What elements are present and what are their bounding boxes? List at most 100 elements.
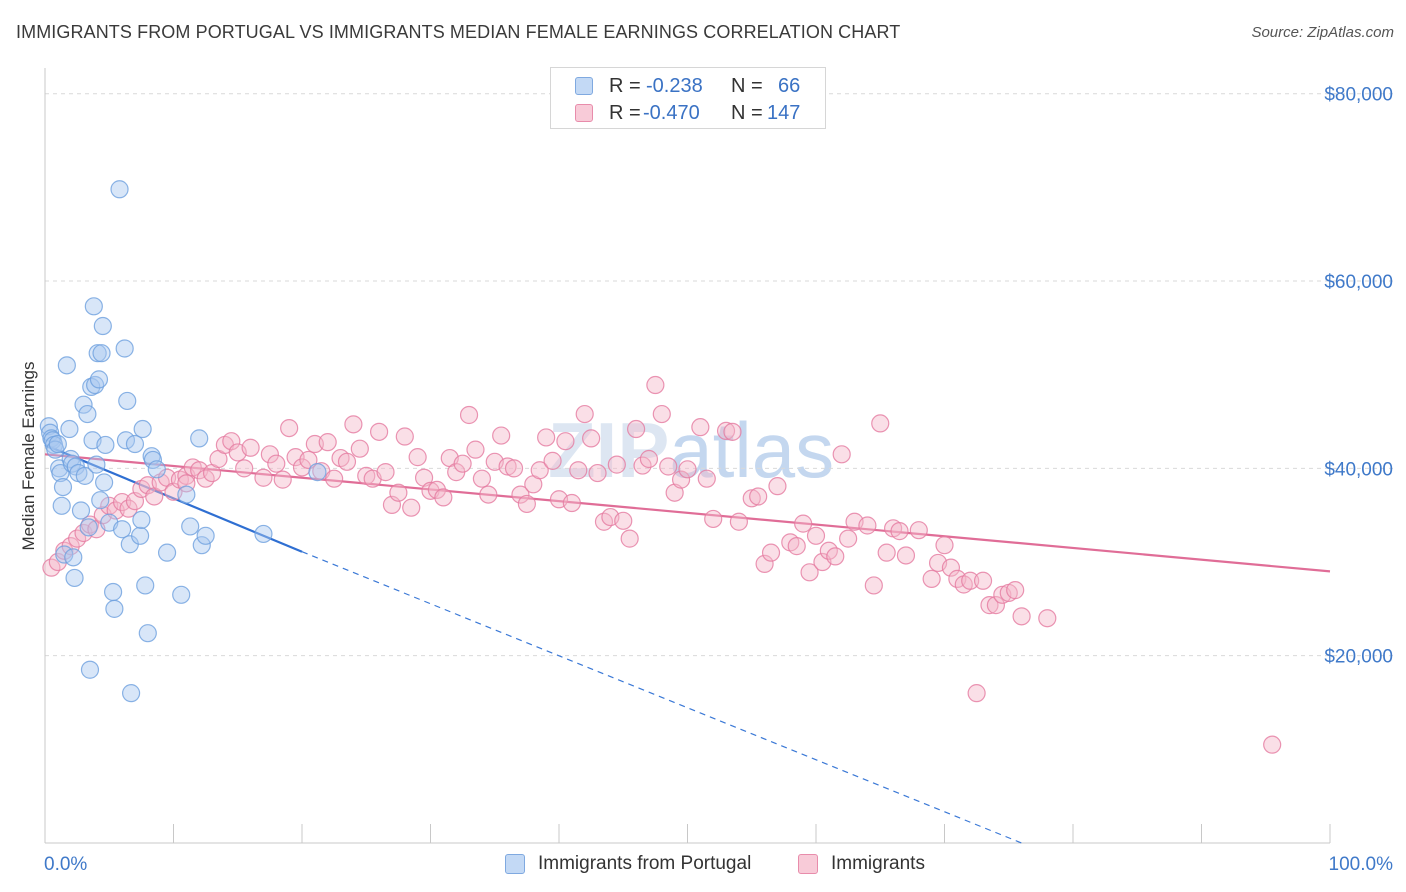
point-immigrants: [267, 454, 286, 473]
point-portugal: [157, 543, 177, 562]
point-immigrants: [716, 421, 736, 441]
trend-immigrants: [44, 453, 1331, 573]
point-immigrants: [119, 499, 138, 518]
point-immigrants: [787, 537, 806, 556]
point-immigrants: [466, 440, 485, 459]
point-immigrants: [646, 375, 665, 395]
point-portugal: [190, 429, 209, 448]
point-portugal: [136, 576, 155, 595]
point-immigrants: [408, 448, 427, 467]
y-tick-label: $40,000: [1324, 459, 1393, 480]
point-immigrants: [896, 546, 916, 565]
point-immigrants: [370, 422, 389, 441]
point-immigrants: [935, 536, 954, 555]
legend-r-value: -0.238: [646, 74, 703, 97]
legend-r-label: R =: [609, 74, 641, 97]
point-immigrants: [389, 483, 408, 502]
point-immigrants: [922, 569, 941, 588]
point-portugal: [91, 491, 110, 510]
point-immigrants: [318, 433, 337, 452]
x-tick-label: 100.0%: [1329, 854, 1394, 875]
point-portugal: [80, 660, 100, 679]
point-immigrants: [864, 576, 883, 595]
point-immigrants: [414, 468, 434, 487]
point-immigrants: [768, 477, 787, 496]
point-portugal: [60, 419, 79, 439]
point-immigrants: [858, 516, 877, 535]
point-immigrants: [222, 432, 241, 451]
point-portugal: [118, 391, 137, 411]
point-portugal: [89, 370, 109, 389]
point-immigrants: [350, 439, 369, 458]
point-portugal: [143, 450, 163, 470]
point-immigrants: [1006, 581, 1025, 600]
point-immigrants: [254, 468, 273, 487]
point-portugal: [181, 517, 200, 536]
correlation-legend: R = -0.238 N = 66 R = -0.470 N = 147: [550, 67, 826, 129]
point-immigrants: [582, 429, 601, 448]
point-immigrants: [402, 498, 421, 517]
point-portugal: [96, 435, 115, 455]
y-axis-title: Median Female Earnings: [19, 362, 38, 551]
point-immigrants: [492, 426, 511, 445]
point-immigrants: [832, 445, 851, 464]
legend-n-value: 147: [767, 101, 801, 124]
point-portugal: [79, 518, 98, 537]
legend-swatch-portugal: [575, 77, 593, 95]
point-immigrants: [434, 488, 453, 507]
point-immigrants: [344, 415, 363, 434]
point-immigrants: [280, 418, 299, 438]
point-immigrants: [1012, 607, 1031, 626]
point-immigrants: [427, 480, 447, 500]
point-immigrants: [459, 405, 479, 425]
point-immigrants: [299, 450, 318, 470]
point-immigrants: [575, 404, 594, 424]
y-tick-label: $20,000: [1324, 647, 1393, 668]
point-portugal: [308, 463, 327, 482]
point-immigrants: [241, 438, 260, 457]
point-immigrants: [569, 461, 588, 480]
legend-r-label: R =: [609, 101, 641, 124]
point-immigrants: [562, 493, 581, 513]
point-portugal: [110, 180, 129, 199]
point-immigrants: [678, 460, 697, 479]
point-immigrants: [967, 684, 986, 703]
point-immigrants: [806, 526, 826, 545]
point-immigrants: [325, 469, 344, 488]
axes: [44, 68, 1331, 844]
point-immigrants: [479, 485, 498, 504]
point-portugal: [104, 582, 123, 602]
y-tick-label: $60,000: [1324, 272, 1393, 293]
point-portugal: [95, 473, 114, 492]
point-portugal: [52, 496, 71, 515]
point-immigrants: [588, 463, 607, 483]
point-immigrants: [395, 427, 414, 446]
legend-swatch-immigrants: [798, 854, 818, 874]
point-immigrants: [273, 470, 292, 489]
point-portugal: [133, 419, 152, 439]
point-portugal: [84, 297, 103, 316]
point-immigrants: [871, 414, 890, 433]
point-portugal: [71, 501, 91, 520]
point-portugal: [78, 404, 97, 424]
point-portugal: [132, 510, 151, 529]
point-portugal: [88, 344, 107, 363]
point-immigrants: [723, 422, 742, 441]
point-portugal: [65, 568, 84, 588]
point-immigrants: [742, 489, 761, 508]
point-immigrants: [973, 571, 993, 590]
point-portugal: [172, 585, 191, 604]
point-immigrants: [543, 451, 562, 470]
point-immigrants: [607, 455, 626, 474]
point-portugal: [254, 524, 273, 544]
point-portugal: [130, 526, 150, 545]
point-immigrants: [376, 463, 395, 482]
chart-title: IMMIGRANTS FROM PORTUGAL VS IMMIGRANTS M…: [16, 22, 901, 42]
point-immigrants: [909, 521, 928, 540]
point-immigrants: [800, 563, 819, 582]
point-immigrants: [504, 459, 524, 478]
point-immigrants: [665, 483, 684, 502]
point-immigrants: [826, 547, 845, 566]
source-credit: Source: ZipAtlas.com: [1251, 24, 1394, 41]
point-portugal: [138, 624, 157, 643]
